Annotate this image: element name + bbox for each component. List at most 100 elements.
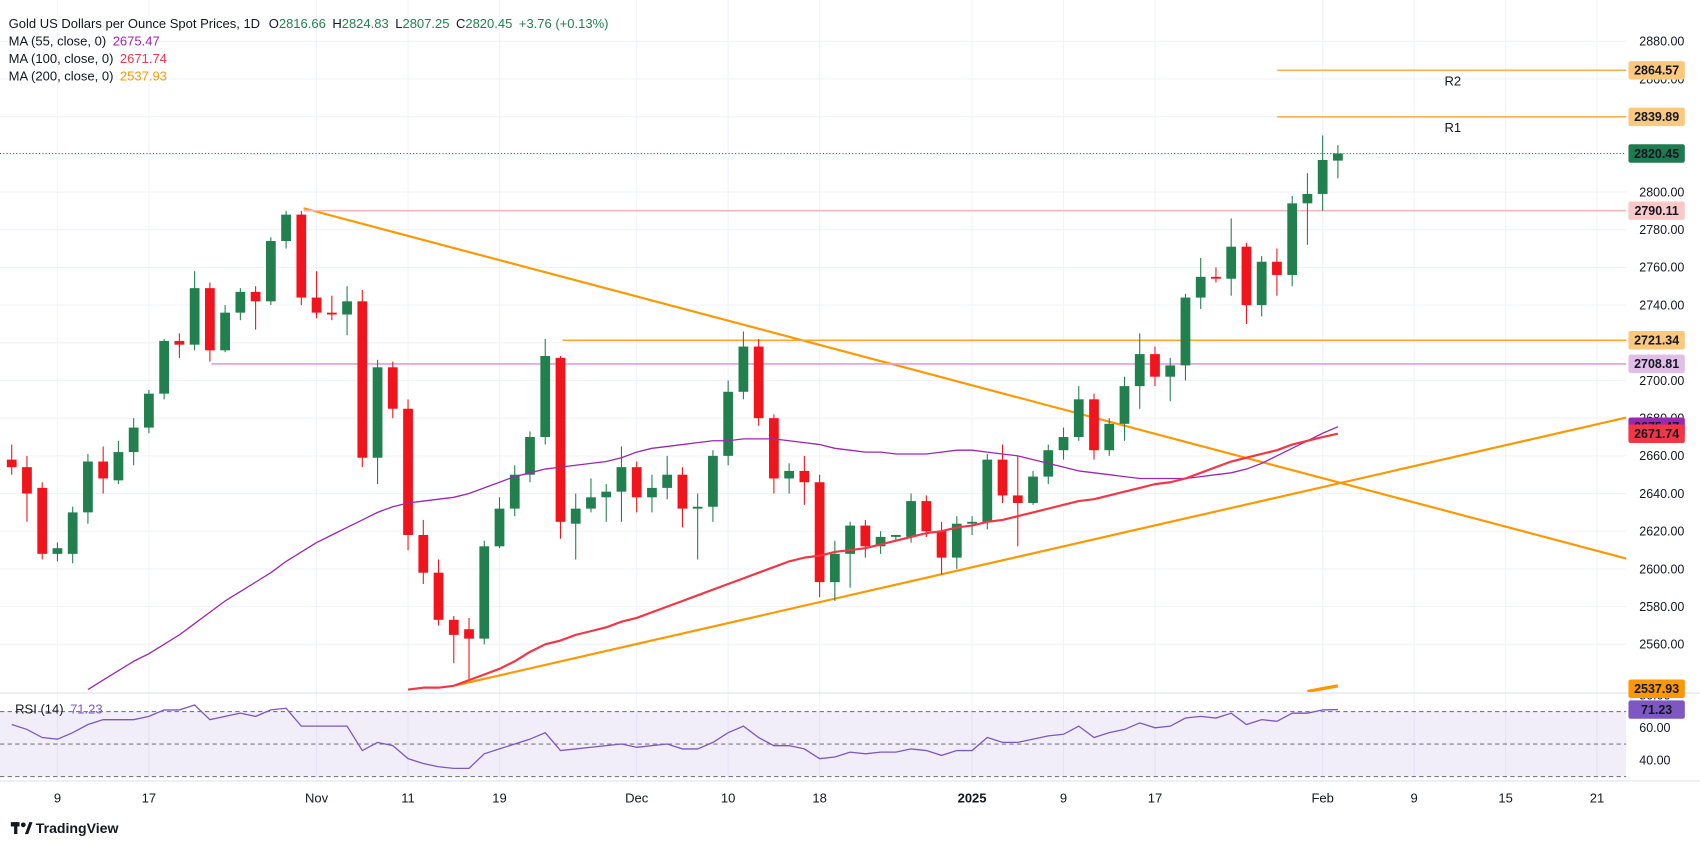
x-tick-label: 2025 <box>958 791 987 806</box>
candle-body <box>784 470 795 479</box>
x-tick-label: 17 <box>142 791 156 806</box>
legend-row: MA (55, close, 0) 2675.47 <box>9 34 160 49</box>
price-badge <box>1628 144 1685 163</box>
y-tick-label: 2560.00 <box>1639 638 1684 652</box>
price-badge-label: 71.23 <box>1641 703 1672 717</box>
candle-body <box>1150 354 1160 377</box>
price-badge-label: 2790.11 <box>1634 204 1678 218</box>
candle-body <box>22 467 32 494</box>
ma-line <box>407 432 1339 691</box>
candle-body <box>616 467 627 492</box>
rsi-value: 71.23 <box>70 702 103 717</box>
candle-body <box>418 535 429 573</box>
candle-body <box>997 459 1008 496</box>
candle-body <box>967 521 977 524</box>
candle-body <box>113 452 124 481</box>
x-tick-label: 10 <box>721 791 735 806</box>
candle-body <box>357 301 368 458</box>
legend-value: 2675.47 <box>113 34 160 49</box>
candle-body <box>525 437 535 475</box>
logo: TradingView <box>10 820 119 836</box>
candle-body <box>1134 354 1145 387</box>
price-badges: 2864.57 2839.89 2790.11 2721.34 2708.81 2820.… <box>1628 61 1685 719</box>
x-tick-label: 9 <box>1060 791 1067 806</box>
candle-body <box>174 340 185 345</box>
candle-body <box>1211 276 1221 279</box>
candle-body <box>433 572 444 620</box>
legend-name: MA (200, close, 0) <box>9 68 114 83</box>
price-badge-label: 2864.57 <box>1634 64 1679 78</box>
candle-body <box>37 487 48 554</box>
candle-body <box>220 312 230 351</box>
candle-body <box>1073 399 1084 438</box>
logo-icon <box>14 822 18 835</box>
candle-body <box>6 459 17 468</box>
x-tick-label: Dec <box>625 791 649 806</box>
candle-body <box>387 367 398 409</box>
rsi-pane <box>0 704 1627 778</box>
x-tick-label: 9 <box>54 791 61 806</box>
y-tick-label: 2580.00 <box>1639 600 1684 614</box>
y-tick-label: 2740.00 <box>1639 298 1684 312</box>
candle-body <box>403 408 413 536</box>
candle-body <box>494 508 505 547</box>
logo-icon <box>24 822 33 835</box>
candle-body <box>1226 246 1237 279</box>
legend-value: 2671.74 <box>120 51 167 66</box>
candle-body <box>692 506 703 509</box>
y-tick-label: 2760.00 <box>1639 261 1684 275</box>
low-value: 2807.25 <box>402 16 449 31</box>
candle-body <box>1195 276 1206 298</box>
price-badge-label: 2671.74 <box>1634 427 1679 441</box>
candle-body <box>204 288 215 351</box>
price-badge <box>1628 679 1685 698</box>
candle-body <box>662 474 673 488</box>
legend-value: 2537.93 <box>120 68 167 83</box>
candle-body <box>677 474 688 509</box>
candle-body <box>448 619 459 635</box>
logo-icon <box>20 822 26 828</box>
candle-body <box>342 301 352 315</box>
y-tick-label: 2660.00 <box>1639 449 1684 463</box>
price-badge-label: 2839.89 <box>1634 110 1679 124</box>
candle-body <box>1317 159 1328 194</box>
price-badge <box>1628 354 1685 374</box>
candle-body <box>647 487 657 498</box>
candle-body <box>189 288 200 345</box>
x-tick-label: Feb <box>1311 791 1333 806</box>
candle-body <box>936 531 947 558</box>
price-badge-label: 2820.45 <box>1634 147 1679 161</box>
candle-body <box>799 470 810 483</box>
price-badge-label: 2537.93 <box>1634 682 1679 696</box>
x-tick-label: 18 <box>812 791 826 806</box>
candle-body <box>372 367 383 458</box>
rsi-tick-label: 60.00 <box>1639 721 1670 735</box>
candle-body <box>1302 193 1313 204</box>
candle-body <box>144 393 154 428</box>
candle-body <box>1165 365 1176 377</box>
level-label: R2 <box>1444 74 1461 89</box>
candle-body <box>250 291 261 302</box>
title: Gold US Dollars per Ounce Spot Prices, 1… <box>9 16 260 31</box>
candle-body <box>235 291 246 313</box>
y-tick-label: 2880.00 <box>1639 35 1684 49</box>
candle-body <box>479 546 490 639</box>
candle-body <box>98 461 109 479</box>
candle-body <box>128 427 139 453</box>
candle-body <box>1287 203 1298 275</box>
candle-body <box>1058 437 1069 451</box>
candle-body <box>296 214 307 298</box>
rsi-legend: RSI (14) 71.23 <box>15 702 102 717</box>
candle-body <box>921 501 932 532</box>
candle-body <box>631 467 642 498</box>
candle-body <box>586 497 596 509</box>
brand: TradingView <box>36 820 119 836</box>
trendline <box>455 416 1627 687</box>
candle-body <box>601 491 612 498</box>
candle-body <box>509 474 520 509</box>
candle-body <box>951 523 962 558</box>
candle-body <box>52 548 63 554</box>
candle-body <box>1028 476 1038 503</box>
candle-body <box>890 535 901 537</box>
